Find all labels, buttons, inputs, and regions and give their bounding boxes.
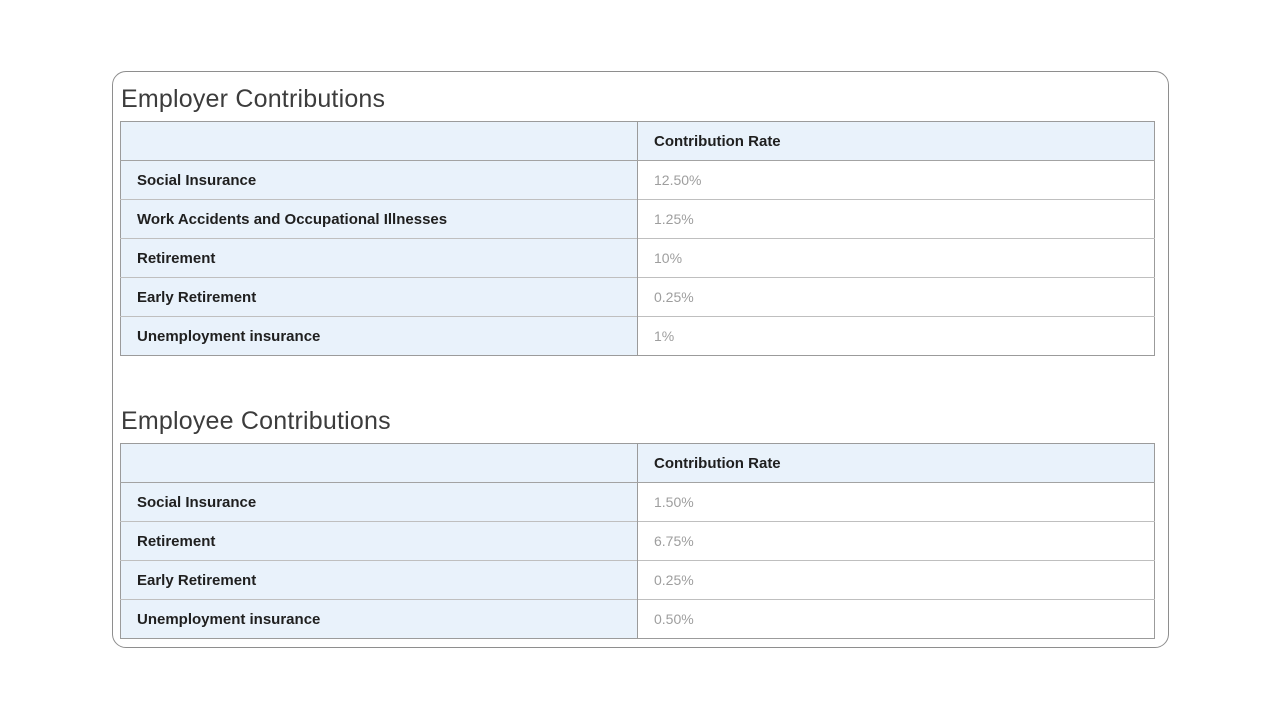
table-header-row: Contribution Rate: [120, 121, 1155, 161]
table-body: Social Insurance 12.50% Work Accidents a…: [120, 160, 1155, 356]
row-label: Social Insurance: [120, 160, 638, 200]
table-row: Unemployment insurance 0.50%: [120, 599, 1155, 639]
rate-column-header: Contribution Rate: [637, 443, 1155, 483]
table-row: Social Insurance 12.50%: [120, 160, 1155, 200]
contributions-table: Contribution Rate Social Insurance 12.50…: [120, 121, 1155, 356]
section-title: Employee Contributions: [121, 407, 391, 435]
row-rate-value: 10%: [637, 238, 1155, 278]
table-row: Early Retirement 0.25%: [120, 560, 1155, 600]
blank-header-cell: [120, 443, 638, 483]
table-row: Unemployment insurance 1%: [120, 316, 1155, 356]
row-rate-value: 6.75%: [637, 521, 1155, 561]
row-label: Retirement: [120, 521, 638, 561]
table-header-row: Contribution Rate: [120, 443, 1155, 483]
row-rate-value: 12.50%: [637, 160, 1155, 200]
row-rate-value: 1.50%: [637, 482, 1155, 522]
sections-container: Employer Contributions Contribution Rate…: [120, 84, 1161, 639]
blank-header-cell: [120, 121, 638, 161]
row-label: Early Retirement: [120, 277, 638, 317]
table-row: Retirement 10%: [120, 238, 1155, 278]
row-label: Unemployment insurance: [120, 316, 638, 356]
rate-column-header: Contribution Rate: [637, 121, 1155, 161]
row-label: Work Accidents and Occupational Illnesse…: [120, 199, 638, 239]
table-body: Social Insurance 1.50% Retirement 6.75% …: [120, 482, 1155, 639]
contributions-card: Employer Contributions Contribution Rate…: [112, 71, 1169, 648]
row-label: Retirement: [120, 238, 638, 278]
contribution-section: Employer Contributions Contribution Rate…: [120, 84, 1161, 356]
table-row: Social Insurance 1.50%: [120, 482, 1155, 522]
table-row: Work Accidents and Occupational Illnesse…: [120, 199, 1155, 239]
row-rate-value: 0.50%: [637, 599, 1155, 639]
row-label: Early Retirement: [120, 560, 638, 600]
row-rate-value: 1.25%: [637, 199, 1155, 239]
contribution-section: Employee Contributions Contribution Rate…: [120, 406, 1161, 639]
row-label: Unemployment insurance: [120, 599, 638, 639]
row-rate-value: 0.25%: [637, 277, 1155, 317]
section-title: Employer Contributions: [121, 85, 386, 113]
contributions-table: Contribution Rate Social Insurance 1.50%…: [120, 443, 1155, 639]
row-rate-value: 0.25%: [637, 560, 1155, 600]
table-row: Retirement 6.75%: [120, 521, 1155, 561]
row-label: Social Insurance: [120, 482, 638, 522]
row-rate-value: 1%: [637, 316, 1155, 356]
table-row: Early Retirement 0.25%: [120, 277, 1155, 317]
